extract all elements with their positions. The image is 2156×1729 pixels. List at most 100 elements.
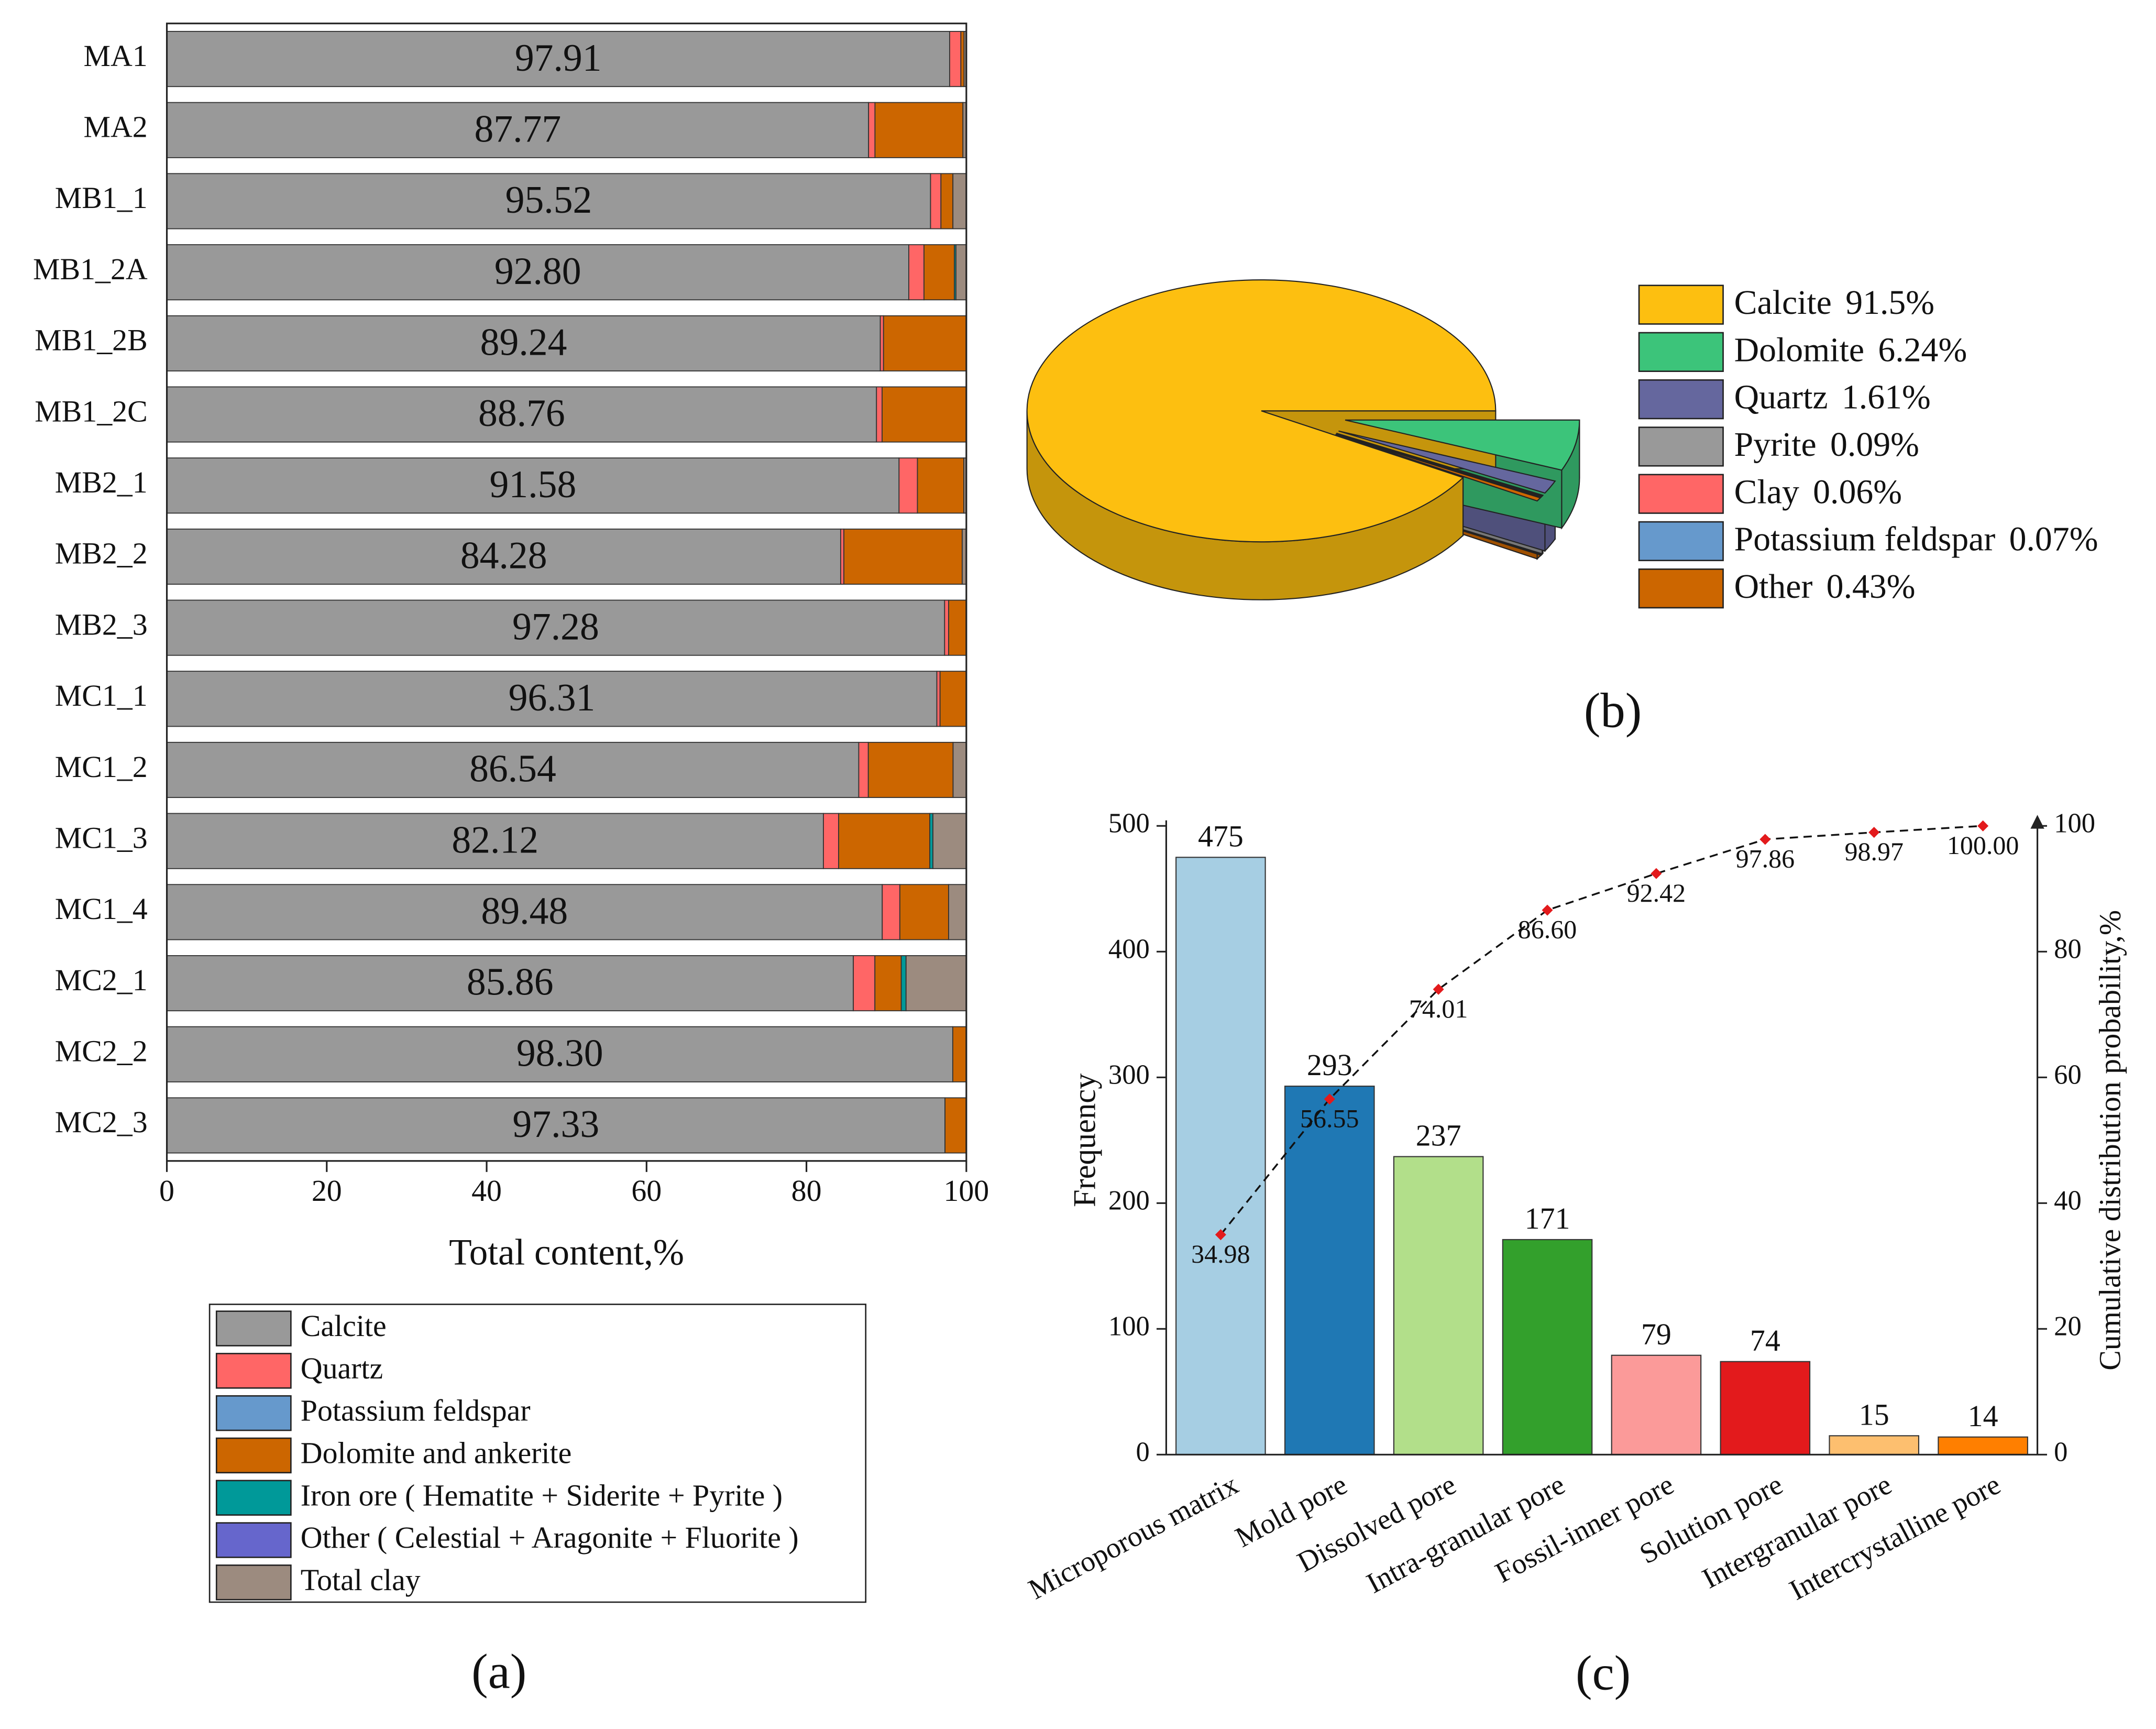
bar-segment [838, 813, 930, 869]
legend-label: Quartz [1734, 378, 1828, 417]
bar [1720, 1361, 1811, 1456]
bar-segment [882, 386, 967, 443]
bar-segment [948, 884, 967, 940]
y-tick-label: MB1_2A [33, 252, 148, 286]
data-label: 15 [1859, 1397, 1889, 1431]
y-tick-label: MC2_2 [55, 1034, 148, 1068]
bar-segment [932, 813, 967, 869]
legend-label: Calcite [301, 1309, 387, 1343]
legend-swatch [215, 1437, 292, 1474]
data-label: 85.86 [467, 960, 554, 1003]
legend-swatch [1638, 284, 1724, 325]
x-tick-label: Microporous matrix [1023, 1468, 1243, 1605]
bar-segment [853, 955, 876, 1012]
bar-segment [939, 671, 967, 727]
bar-segment [948, 599, 967, 656]
bar-segment [882, 884, 900, 940]
y-tick-label: MB1_2B [35, 323, 147, 357]
y-tick-label: MB2_2 [55, 537, 148, 571]
data-label: 171 [1525, 1201, 1570, 1235]
cumulative-line [1220, 825, 1983, 1235]
caption: (c) [1576, 1646, 1631, 1700]
data-label: 96.31 [509, 676, 596, 719]
cumulative-point [1759, 834, 1771, 845]
y-tick-label: MC1_3 [55, 820, 148, 855]
slice [1335, 433, 1542, 502]
data-label: 91.58 [490, 463, 577, 506]
y-tick-label: MC1_2 [55, 750, 148, 784]
legend-entry: Clay 0.06% [1734, 473, 1902, 511]
bar-segment [876, 386, 883, 443]
slice [1026, 279, 1497, 543]
data-label: 88.76 [478, 391, 565, 434]
plot-frame [166, 23, 967, 1162]
data-label: 87.77 [474, 107, 561, 150]
caption: (b) [1584, 684, 1642, 738]
y-tick-label: MB1_1 [55, 181, 148, 215]
legend-label: Potassium feldspar [301, 1394, 531, 1428]
bar [1611, 1354, 1702, 1456]
y-tick-label: MC2_3 [55, 1105, 148, 1139]
bar-segment [166, 884, 883, 940]
cumulative-label: 92.42 [1627, 878, 1686, 907]
bar-segment [166, 386, 877, 443]
cumulative-point [1215, 1229, 1226, 1241]
cumulative-point [1977, 820, 1989, 831]
y-tick-label: 500 [1108, 808, 1150, 838]
y-tick-label: MC1_4 [55, 892, 148, 926]
bar-segment [944, 1097, 967, 1154]
y-tick-label: 200 [1108, 1185, 1150, 1216]
bar-segment [930, 173, 942, 229]
y-axis-title: Frequency [1067, 1073, 1102, 1207]
legend-label: Calcite [1734, 283, 1832, 322]
cumulative-label: 98.97 [1844, 837, 1904, 866]
cumulative-point [1433, 983, 1444, 995]
bar-segment [166, 528, 841, 585]
legend-box [208, 1304, 867, 1603]
bar-segment [858, 741, 869, 798]
legend-swatch [1638, 568, 1724, 609]
legend-label: Pyrite [1734, 425, 1817, 464]
bar-segment [905, 955, 967, 1012]
bar-segment [843, 528, 963, 585]
bar-segment [952, 1026, 967, 1082]
cumulative-point [1324, 1093, 1335, 1105]
cumulative-label: 74.01 [1409, 994, 1468, 1023]
y-tick-label: 300 [1108, 1059, 1150, 1090]
bar-segment [166, 955, 854, 1012]
bar-segment [955, 244, 967, 301]
y2-tick-label: 40 [2054, 1185, 2082, 1216]
data-label: 79 [1641, 1317, 1671, 1351]
x-axis-title: Total content,% [449, 1232, 684, 1273]
data-label: 82.12 [452, 818, 538, 861]
bar [1938, 1436, 2028, 1456]
legend-value: 91.5% [1845, 283, 1934, 322]
bar-segment [867, 741, 954, 798]
bar-segment [908, 244, 925, 301]
bar-segment [868, 102, 876, 158]
cumulative-label: 97.86 [1736, 844, 1795, 873]
legend-value: 0.07% [2009, 520, 2098, 559]
legend-value: 0.09% [1830, 425, 1919, 464]
cumulative-label: 56.55 [1300, 1103, 1359, 1133]
legend-label: Quartz [301, 1351, 383, 1385]
slice [1345, 419, 1580, 471]
slice [1336, 433, 1543, 498]
legend-entry: Calcite 91.5% [1734, 283, 1934, 322]
bar-segment [900, 955, 907, 1012]
y2-tick-label: 20 [2054, 1311, 2082, 1341]
bar-segment [166, 244, 909, 301]
bar [1502, 1239, 1593, 1456]
legend-value: 1.61% [1842, 378, 1931, 417]
y-tick-label: MB2_3 [55, 607, 148, 641]
bar [1175, 857, 1266, 1456]
legend-swatch [1638, 474, 1724, 514]
y-tick-label: MB1_2C [35, 394, 147, 428]
legend-swatch [1638, 426, 1724, 467]
bar-segment [166, 1026, 953, 1082]
bar-segment [883, 315, 967, 371]
cumulative-point [1868, 827, 1880, 838]
bar-segment [166, 31, 950, 87]
y-tick-label: 0 [1136, 1437, 1150, 1467]
